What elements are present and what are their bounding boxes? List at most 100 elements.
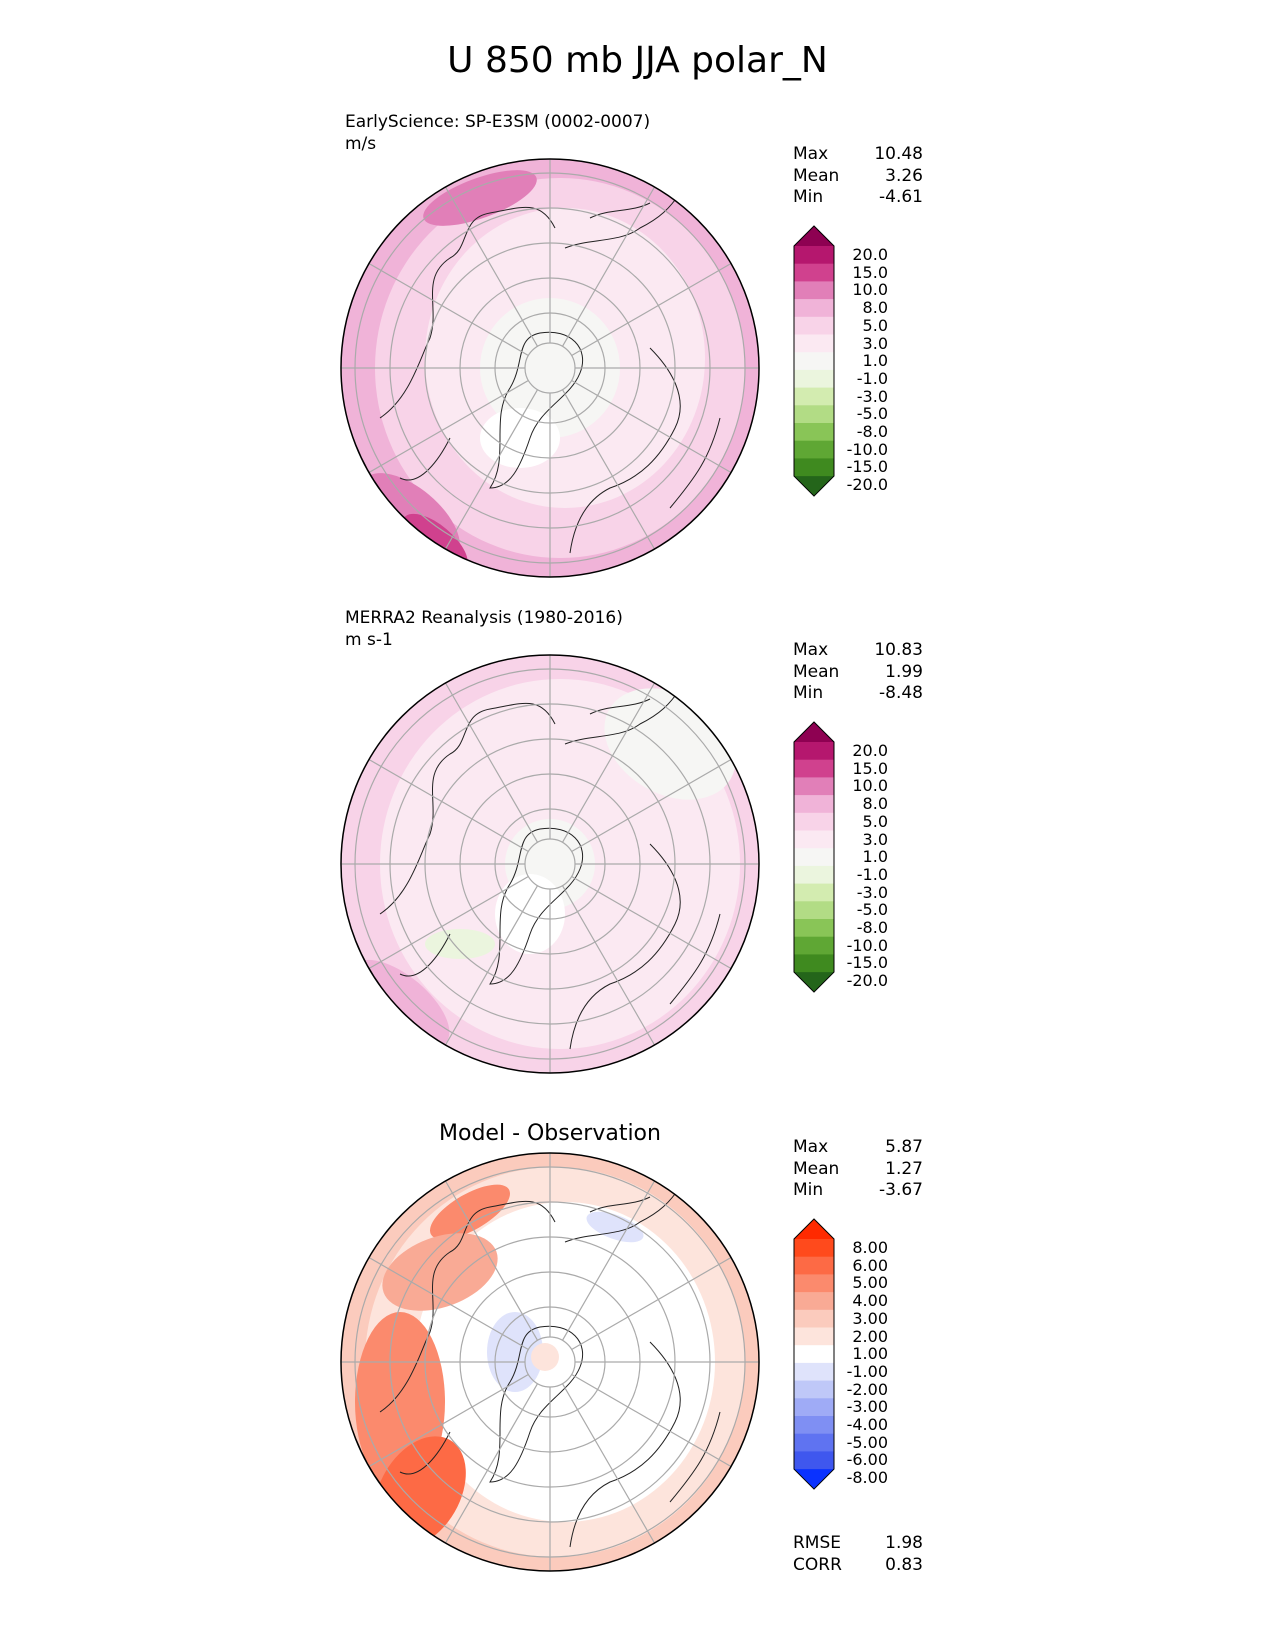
- meridian-line: [561, 389, 656, 550]
- colorbar-tick-label: -5.0: [856, 404, 888, 424]
- colorbar-tick-label: -6.00: [846, 1450, 888, 1470]
- stats-diff: Max 5.87 Mean 1.27 Min -3.67: [793, 1137, 923, 1202]
- colorbar-extend-bottom: [794, 476, 834, 497]
- colorbar-segment: [794, 1256, 834, 1275]
- colorbar-segment: [794, 352, 834, 371]
- corr-label: CORR: [793, 1554, 842, 1575]
- colorbar-segment: [794, 795, 834, 814]
- colorbar-segment: [794, 759, 834, 778]
- colorbar-tick-label: -3.0: [856, 386, 888, 406]
- colorbar-segment: [794, 1327, 834, 1346]
- colorbar-extend-bottom: [794, 1469, 834, 1490]
- colorbar-segment: [794, 246, 834, 265]
- colorbar-segment: [794, 1433, 834, 1452]
- greenland-outline: [489, 827, 584, 985]
- colorbar-segment: [794, 405, 834, 424]
- colorbar-diff: [793, 1218, 835, 1490]
- colorbar-tick-label: 20.0: [852, 741, 888, 760]
- field-contour: [423, 170, 537, 226]
- panel-test-units: m/s: [345, 134, 377, 154]
- map-boundary: [340, 1152, 760, 1572]
- colorbar-tick-label: 20.0: [852, 245, 888, 264]
- colorbar-tick-label: 6.00: [852, 1255, 888, 1275]
- colorbar-tick-label: -15.0: [846, 953, 888, 973]
- meridian-line: [444, 186, 539, 347]
- colorbar-segment: [794, 387, 834, 406]
- colorbar-tick-label: 15.0: [852, 262, 888, 282]
- panel-reference-title-line1: MERRA2 Reanalysis (1980-2016): [345, 608, 623, 628]
- stat-max-label: Max: [793, 144, 829, 164]
- colorbar-segment: [794, 1239, 834, 1258]
- colorbar-test-labels: 20.0 15.0 10.0 8.0 5.0 3.0 1.0 -1.0 -3.0 -5.0 -8.0…: [832, 246, 888, 494]
- colorbar-segment: [794, 263, 834, 282]
- colorbar-tick-label: -1.00: [846, 1361, 888, 1381]
- colorbar-segment: [794, 1451, 834, 1470]
- colorbar-tick-label: -15.0: [846, 457, 888, 477]
- figure-title: U 850 mb JJA polar_N: [447, 40, 828, 81]
- stat-mean-label: Mean: [793, 661, 840, 682]
- polar-map-diff: [340, 1152, 760, 1572]
- colorbar-tick-label: 10.0: [852, 280, 888, 300]
- stat-max-value: 10.48: [874, 144, 923, 164]
- stat-max-value: 10.83: [874, 640, 923, 660]
- stat-mean-value: 1.99: [885, 661, 923, 682]
- coastlines: [379, 688, 721, 1050]
- colorbar-segment: [794, 334, 834, 353]
- colorbar-tick-label: 10.0: [852, 776, 888, 796]
- colorbar-tick-label: -8.0: [856, 422, 888, 442]
- stat-min-label: Min: [793, 187, 824, 207]
- stats-test: Max 10.48 Mean 3.26 Min -4.61: [793, 144, 923, 209]
- meridian-line: [571, 262, 732, 357]
- colorbar-tick-label: 3.0: [862, 333, 888, 353]
- colorbar-tick-label: 2.00: [852, 1326, 888, 1346]
- stat-max-label: Max: [793, 1137, 829, 1157]
- field-contour: [480, 408, 560, 468]
- colorbar-segment: [794, 1274, 834, 1293]
- greenland-outline: [489, 331, 584, 489]
- stat-min-value: -8.48: [879, 683, 923, 703]
- colorbar-tick-label: -2.00: [846, 1379, 888, 1399]
- colorbar-segment: [794, 1292, 834, 1311]
- stat-min-value: -3.67: [879, 1180, 923, 1200]
- colorbar-segment: [794, 1416, 834, 1435]
- eurasia-outline: [569, 843, 721, 1050]
- colorbar-extend-top: [794, 1219, 834, 1239]
- colorbar-tick-label: -5.0: [856, 900, 888, 920]
- colorbar-segment: [794, 423, 834, 442]
- colorbar-tick-label: 15.0: [852, 758, 888, 778]
- meridian-line: [571, 1256, 732, 1351]
- meridian-line: [444, 1180, 539, 1341]
- coastlines: [379, 192, 721, 554]
- stat-mean-value: 1.27: [885, 1158, 923, 1179]
- north-america-outline: [379, 1200, 556, 1475]
- colorbar-tick-label: -4.00: [846, 1415, 888, 1435]
- colorbar-reference: [793, 721, 835, 993]
- meridian-line: [561, 885, 656, 1046]
- colorbar-segment: [794, 1398, 834, 1417]
- greenland-outline: [489, 1325, 584, 1483]
- colorbar-segment: [794, 316, 834, 335]
- colorbar-segment: [794, 742, 834, 761]
- stat-mean-label: Mean: [793, 165, 840, 186]
- panel-reference-units: m s-1: [345, 630, 393, 650]
- stat-min-value: -4.61: [879, 187, 923, 207]
- field-contour: [531, 1343, 559, 1371]
- stats-reference: Max 10.83 Mean 1.99 Min -8.48: [793, 640, 923, 705]
- coastlines: [379, 1186, 721, 1548]
- stat-max-label: Max: [793, 640, 829, 660]
- colorbar-tick-label: -3.0: [856, 882, 888, 902]
- colorbar-tick-label: -10.0: [846, 439, 888, 459]
- meridian-line: [368, 379, 529, 474]
- meridian-line: [571, 1373, 732, 1468]
- polar-map-reference: [340, 654, 760, 1074]
- colorbar-extend-bottom: [794, 972, 834, 993]
- colorbar-tick-label: -3.00: [846, 1397, 888, 1417]
- graticule: [341, 655, 759, 1073]
- colorbar-tick-label: 3.00: [852, 1308, 888, 1328]
- rmse-value: 1.98: [885, 1533, 923, 1553]
- colorbar-segment: [794, 1380, 834, 1399]
- meridian-line: [368, 1256, 529, 1351]
- meridian-line: [561, 682, 656, 843]
- meridian-line: [444, 1383, 539, 1544]
- stat-max-value: 5.87: [885, 1137, 923, 1157]
